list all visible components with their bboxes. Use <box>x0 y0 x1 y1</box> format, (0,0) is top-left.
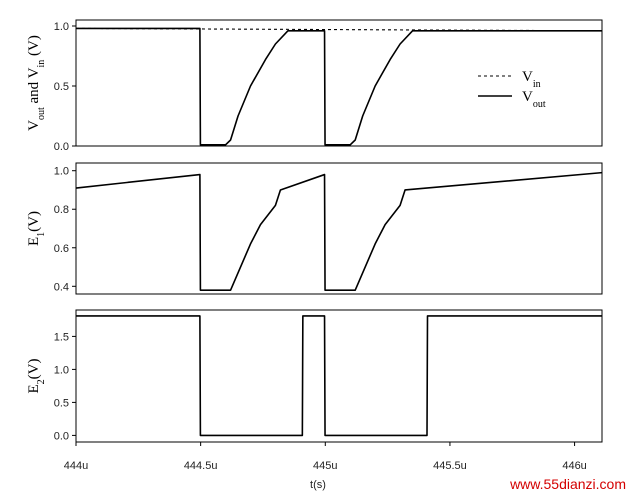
panel-2-ytick-label: 1.0 <box>54 166 69 178</box>
panel-3-ytick-label: 0.5 <box>54 397 69 409</box>
panel-3-series-line-1 <box>76 315 602 437</box>
x-axis-label: t(s) <box>310 479 326 491</box>
x-tick-label: 444u <box>64 460 88 472</box>
panel-3-ytick-label: 0.0 <box>54 430 69 442</box>
panel-1-ytick-label: 0.5 <box>54 81 69 93</box>
panel-3-ytick-label: 1.5 <box>54 331 69 343</box>
x-tick-label: 446u <box>562 460 586 472</box>
x-tick-label: 444.5u <box>184 460 218 472</box>
panel-1-frame <box>75 19 603 147</box>
panel-1-ytick-label: 0.0 <box>54 141 69 153</box>
legend-entry-2: Vout <box>522 89 546 110</box>
panel-3: 0.0 0.5 1.0 1.5 E2(V) 444u 444.5u 445u 445.5u 446… <box>26 309 603 472</box>
panel-2-ytick-label: 0.8 <box>54 204 69 216</box>
panel-2: 0.4 0.6 0.8 1.0 E1(V) <box>26 162 603 295</box>
panel-2-frame <box>75 162 603 295</box>
panel-3-y-axis-label: E2(V) <box>26 359 47 394</box>
panel-1-ytick-label: 1.0 <box>54 21 69 33</box>
panel-2-series-line-1 <box>75 171 603 291</box>
panel-1-y-axis-label: Vout and Vin (V) <box>26 35 47 131</box>
panel-3-frame <box>75 309 603 443</box>
watermark-text: www.55dianzi.com <box>509 476 626 492</box>
panel-3-ytick-label: 1.0 <box>54 364 69 376</box>
x-tick-label: 445u <box>313 460 337 472</box>
legend-entry-1: Vin <box>522 69 541 90</box>
panel-1-series-line-2 <box>76 27 602 146</box>
panel-2-ytick-label: 0.4 <box>54 281 69 293</box>
panel-2-ytick-label: 0.6 <box>54 243 69 255</box>
x-tick-label: 445.5u <box>433 460 467 472</box>
panel-2-y-axis-label: E1(V) <box>26 211 47 246</box>
